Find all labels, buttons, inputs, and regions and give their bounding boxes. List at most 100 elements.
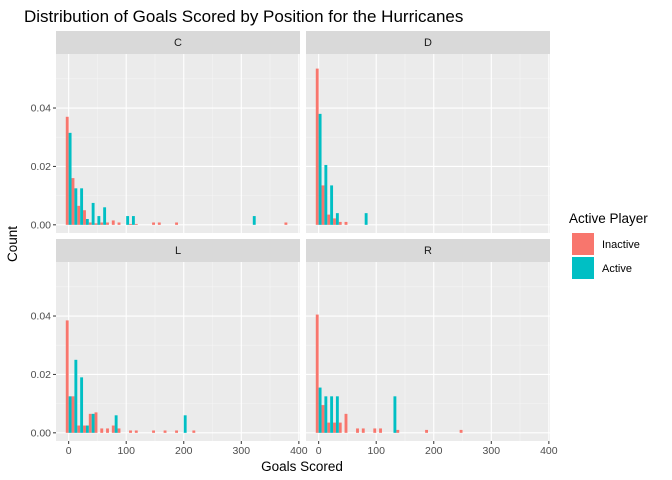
y-tick-label: 0.02 xyxy=(31,369,52,381)
bar-inactive xyxy=(106,428,109,433)
legend-key-active xyxy=(572,257,594,279)
facet-strip-label: R xyxy=(424,245,432,257)
bar-inactive xyxy=(338,422,342,433)
bar-inactive xyxy=(425,429,428,433)
bar-inactive xyxy=(88,222,92,225)
bar-active xyxy=(335,213,339,225)
x-tick-label: 300 xyxy=(233,445,251,457)
bar-inactive xyxy=(459,429,463,433)
bar-inactive xyxy=(321,405,325,433)
bar-active xyxy=(131,216,135,225)
panel-background xyxy=(56,54,300,233)
bar-active xyxy=(91,413,95,433)
panel-background xyxy=(306,54,550,233)
bar-active xyxy=(85,425,89,433)
bar-inactive xyxy=(88,413,92,433)
bar-inactive xyxy=(100,222,104,225)
bar-active xyxy=(335,396,339,433)
bar-active xyxy=(68,132,72,225)
bar-inactive xyxy=(117,428,121,433)
y-tick-label: 0.00 xyxy=(31,219,52,231)
bar-active xyxy=(324,164,328,225)
panel-background xyxy=(56,262,300,441)
bar-inactive xyxy=(94,412,98,433)
bar-inactive xyxy=(117,222,121,225)
legend: Active Player Inactive Active xyxy=(569,211,648,279)
bar-inactive xyxy=(344,413,348,433)
bar-inactive xyxy=(152,222,155,225)
chart-title: Distribution of Goals Scored by Position… xyxy=(24,7,463,26)
y-tick-label: 0.00 xyxy=(31,427,52,439)
bar-active xyxy=(330,396,334,433)
bar-inactive xyxy=(396,429,400,433)
bar-inactive xyxy=(71,178,75,225)
bar-inactive xyxy=(315,68,319,225)
bar-active xyxy=(74,188,78,225)
bar-active xyxy=(126,216,130,225)
facet-strip xyxy=(56,31,300,54)
facet-panels: C 0.00 0.02 0.04 D L 0.00 0.02 0.04 0 100 200 300 400… xyxy=(31,31,558,457)
bar-inactive xyxy=(129,223,132,225)
bar-inactive xyxy=(111,220,115,225)
bar-active xyxy=(364,213,368,225)
bar-active xyxy=(85,218,89,225)
bar-inactive xyxy=(134,223,138,225)
x-tick-label: 400 xyxy=(540,445,558,457)
bar-inactive xyxy=(333,422,336,433)
bar-active xyxy=(318,387,322,433)
bar-inactive xyxy=(77,425,81,433)
bar-inactive xyxy=(134,430,138,433)
facet-C: C 0.00 0.02 0.04 xyxy=(31,31,300,233)
bar-active xyxy=(91,202,95,225)
bar-inactive xyxy=(71,396,75,433)
bar-active xyxy=(80,377,84,433)
bar-active xyxy=(318,113,322,225)
bar-active xyxy=(330,185,334,225)
bar-inactive xyxy=(163,430,167,433)
bar-inactive xyxy=(157,222,161,225)
x-axis-label: Goals Scored xyxy=(261,459,343,474)
bar-inactive xyxy=(83,210,86,225)
facet-strip-label: D xyxy=(424,37,432,49)
x-tick-label: 300 xyxy=(483,445,501,457)
bar-active xyxy=(114,415,118,433)
facet-strip xyxy=(306,31,550,54)
x-tick-label: 100 xyxy=(367,445,385,457)
legend-key-inactive xyxy=(572,233,594,255)
bar-active xyxy=(183,415,187,433)
bar-inactive xyxy=(327,422,331,433)
y-tick-label: 0.02 xyxy=(31,161,52,173)
facet-L: L 0.00 0.02 0.04 0 100 200 300 400 xyxy=(31,239,308,457)
bar-active xyxy=(324,396,328,433)
facet-D: D xyxy=(306,31,550,233)
bar-inactive xyxy=(152,430,155,433)
bar-inactive xyxy=(373,428,377,433)
panel-background xyxy=(306,262,550,441)
x-tick-label: 200 xyxy=(175,445,193,457)
bar-inactive xyxy=(65,320,69,433)
bar-inactive xyxy=(192,430,196,433)
x-tick-label: 200 xyxy=(425,445,443,457)
bar-inactive xyxy=(77,205,81,225)
bar-inactive xyxy=(94,223,98,225)
bar-active xyxy=(393,396,397,433)
bar-inactive xyxy=(379,428,382,433)
y-axis-label: Count xyxy=(5,226,20,262)
bar-active xyxy=(68,396,72,433)
bar-active xyxy=(74,359,78,433)
y-tick-label: 0.04 xyxy=(31,103,52,115)
bar-inactive xyxy=(83,425,86,433)
bar-inactive xyxy=(327,214,331,225)
x-tick-label: 0 xyxy=(316,445,322,457)
x-tick-label: 100 xyxy=(117,445,135,457)
facet-strip xyxy=(306,239,550,262)
bar-active xyxy=(97,216,101,225)
facet-strip-label: C xyxy=(174,37,182,49)
bar-inactive xyxy=(284,222,288,225)
x-tick-label: 400 xyxy=(290,445,308,457)
bar-inactive xyxy=(175,430,178,433)
bar-inactive xyxy=(321,185,325,225)
bar-inactive xyxy=(344,221,348,225)
bar-inactive xyxy=(106,222,109,225)
